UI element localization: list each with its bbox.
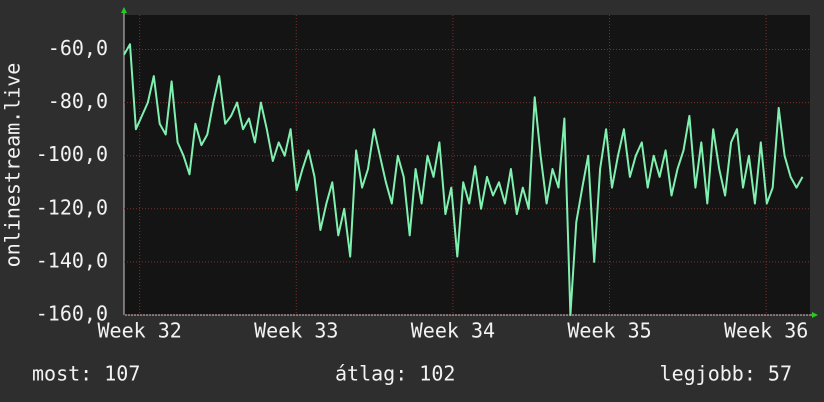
x-tick-label: Week 36 — [724, 319, 808, 343]
x-tick-label: Week 33 — [254, 319, 338, 343]
marks — [123, 43, 804, 316]
stat-label: átlag: 102 — [335, 362, 455, 386]
data-line — [123, 43, 804, 316]
x-tick-label: Week 32 — [98, 319, 182, 343]
y-tick-label: -140,0 — [36, 248, 108, 272]
y-axis-arrow — [121, 7, 127, 13]
x-tick-label: Week 35 — [567, 319, 651, 343]
plot-area — [124, 15, 810, 315]
y-tick-label: -100,0 — [36, 142, 108, 166]
stat-label: most: 107 — [32, 362, 140, 386]
grid — [124, 15, 810, 316]
y-tick-label: -120,0 — [36, 195, 108, 219]
y-tick-label: -60,0 — [48, 36, 108, 60]
y-axis-label: onlinestream.live — [1, 63, 25, 268]
stat-label: legjobb: 57 — [660, 362, 792, 386]
y-tick-label: -80,0 — [48, 89, 108, 113]
y-tick-label: -160,0 — [36, 302, 108, 326]
x-tick-label: Week 34 — [411, 319, 495, 343]
x-axis-arrow — [812, 312, 818, 318]
